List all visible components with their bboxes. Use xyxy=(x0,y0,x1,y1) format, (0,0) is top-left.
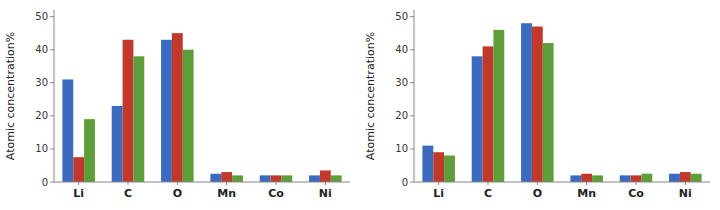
bar xyxy=(493,30,504,182)
bars xyxy=(422,23,701,182)
bar xyxy=(133,56,144,182)
bar xyxy=(472,56,483,182)
bar xyxy=(221,172,232,182)
y-tick xyxy=(50,49,54,50)
y-tick xyxy=(50,182,54,183)
x-tick-label: O xyxy=(173,187,182,200)
x-tick-label: Ni xyxy=(319,187,332,200)
x-tick xyxy=(636,182,637,185)
y-tick-label: 10 xyxy=(395,143,408,154)
x-tick xyxy=(685,182,686,185)
x-axis-line xyxy=(54,182,350,183)
x-axis-line xyxy=(414,182,710,183)
x-tick xyxy=(537,182,538,185)
y-tick xyxy=(410,82,414,83)
bar xyxy=(483,46,494,182)
bar xyxy=(183,50,194,182)
bar xyxy=(309,175,320,182)
bar xyxy=(331,175,342,182)
y-tick-label: 0 xyxy=(402,177,408,188)
y-tick xyxy=(50,115,54,116)
bar xyxy=(669,174,680,182)
x-tick-label: Li xyxy=(433,187,444,200)
bar xyxy=(161,40,172,182)
bar xyxy=(532,27,543,182)
x-tick xyxy=(177,182,178,185)
bar xyxy=(172,33,183,182)
y-tick-label: 20 xyxy=(35,110,48,121)
x-tick-label: C xyxy=(484,187,492,200)
bar xyxy=(112,106,123,182)
y-tick xyxy=(410,182,414,183)
x-tick xyxy=(276,182,277,185)
bar xyxy=(232,175,243,182)
x-tick-label: Co xyxy=(268,187,284,200)
x-tick-label: C xyxy=(124,187,132,200)
bar xyxy=(592,175,603,182)
bar xyxy=(422,146,433,182)
y-axis-label: Atomic concentration% xyxy=(364,32,377,160)
y-tick-label: 0 xyxy=(42,177,48,188)
x-tick xyxy=(488,182,489,185)
x-tick xyxy=(78,182,79,185)
bar xyxy=(73,157,84,182)
bar xyxy=(281,175,292,182)
x-tick-label: Ni xyxy=(679,187,692,200)
bar xyxy=(620,175,631,182)
y-tick-label: 20 xyxy=(395,110,408,121)
bar xyxy=(123,40,134,182)
y-tick-label: 30 xyxy=(35,77,48,88)
y-tick xyxy=(410,49,414,50)
x-tick xyxy=(128,182,129,185)
chart-canvas: 0 10 20 30 40 50 Li C O Mn Co Ni Atomic concentratio… xyxy=(0,0,720,210)
bar xyxy=(581,174,592,182)
y-tick xyxy=(50,148,54,149)
bar xyxy=(62,79,73,182)
bar xyxy=(320,170,331,182)
y-axis-label: Atomic concentration% xyxy=(4,32,17,160)
bar xyxy=(631,175,642,182)
bar xyxy=(444,156,455,182)
y-tick xyxy=(410,148,414,149)
x-tick xyxy=(586,182,587,185)
bar xyxy=(570,175,581,182)
bar xyxy=(271,175,282,182)
y-tick-label: 30 xyxy=(395,77,408,88)
x-tick xyxy=(438,182,439,185)
x-tick xyxy=(226,182,227,185)
y-axis-line xyxy=(54,10,55,182)
y-tick xyxy=(410,115,414,116)
bar xyxy=(543,43,554,182)
bar xyxy=(433,152,444,182)
bar xyxy=(260,175,271,182)
y-tick xyxy=(50,82,54,83)
y-tick-label: 50 xyxy=(35,11,48,22)
x-tick xyxy=(325,182,326,185)
panel: 0 10 20 30 40 50 Li C O Mn Co Ni Atomic concentratio… xyxy=(364,10,710,200)
x-tick-label: Mn xyxy=(217,187,236,200)
y-tick-label: 40 xyxy=(395,44,408,55)
bar xyxy=(210,174,221,182)
y-tick xyxy=(410,16,414,17)
y-tick-label: 10 xyxy=(35,143,48,154)
bar xyxy=(84,119,95,182)
y-tick xyxy=(50,16,54,17)
x-tick-label: Mn xyxy=(577,187,596,200)
y-tick-label: 40 xyxy=(35,44,48,55)
bar xyxy=(641,174,652,182)
x-tick-label: O xyxy=(533,187,542,200)
panel: 0 10 20 30 40 50 Li C O Mn Co Ni Atomic concentratio… xyxy=(4,10,350,200)
y-tick-label: 50 xyxy=(395,11,408,22)
bar xyxy=(691,174,702,182)
x-tick-label: Co xyxy=(628,187,644,200)
bar xyxy=(521,23,532,182)
y-axis-line xyxy=(414,10,415,182)
bars xyxy=(62,33,341,182)
bar xyxy=(680,172,691,182)
x-tick-label: Li xyxy=(73,187,84,200)
